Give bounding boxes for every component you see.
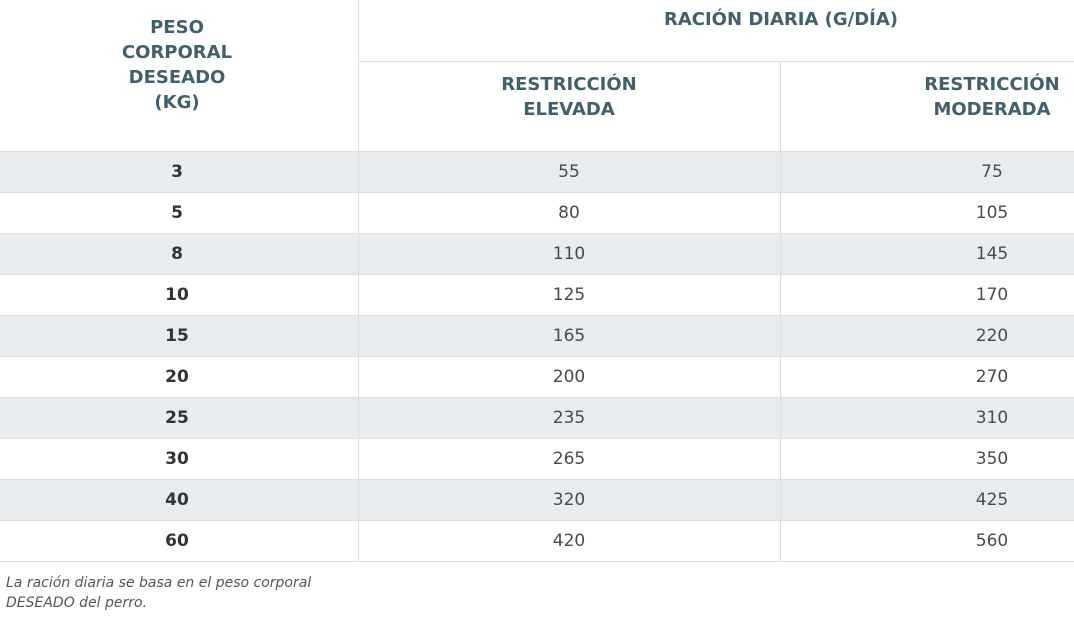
ration-cell: 270 bbox=[975, 367, 1009, 387]
row-divider bbox=[0, 192, 1074, 193]
ration-cell: 55 bbox=[558, 162, 580, 182]
weight-header: (KG) bbox=[154, 92, 200, 113]
row-divider bbox=[0, 479, 1074, 480]
ration-cell: 80 bbox=[558, 203, 580, 223]
row-background bbox=[0, 439, 1074, 480]
ration-cell: 200 bbox=[552, 367, 586, 387]
row-divider bbox=[0, 438, 1074, 439]
row-background bbox=[0, 316, 1074, 357]
row-divider bbox=[0, 356, 1074, 357]
ration-cell: 310 bbox=[975, 408, 1009, 428]
ration-cell: 170 bbox=[975, 285, 1009, 305]
row-divider bbox=[0, 561, 1074, 562]
ration-cell: 350 bbox=[975, 449, 1009, 469]
ration-cell: 125 bbox=[552, 285, 586, 305]
ration-cell: 110 bbox=[552, 244, 586, 264]
ration-cell: 560 bbox=[975, 531, 1009, 551]
row-divider bbox=[0, 274, 1074, 275]
ration-cell: 425 bbox=[975, 490, 1009, 510]
row-divider bbox=[0, 520, 1074, 521]
ration-cell: 235 bbox=[552, 408, 586, 428]
row-divider bbox=[0, 397, 1074, 398]
footnote: La ración diaria se basa en el peso corp… bbox=[6, 575, 312, 591]
weight-cell: 30 bbox=[165, 449, 189, 469]
weight-cell: 20 bbox=[165, 367, 189, 387]
ration-group-header: RACIÓN DIARIA (G/DÍA) bbox=[663, 9, 899, 30]
weight-cell: 8 bbox=[171, 244, 183, 264]
ration-cell: 420 bbox=[552, 531, 586, 551]
row-divider bbox=[0, 233, 1074, 234]
subcolumn-header: RESTRICCIÓN bbox=[924, 74, 1060, 95]
weight-cell: 60 bbox=[165, 531, 189, 551]
weight-cell: 10 bbox=[165, 285, 189, 305]
ration-cell: 145 bbox=[975, 244, 1009, 264]
weight-cell: 3 bbox=[171, 162, 183, 182]
ration-cell: 320 bbox=[552, 490, 586, 510]
row-background bbox=[0, 521, 1074, 562]
row-background bbox=[0, 152, 1074, 193]
weight-header: PESO bbox=[150, 17, 204, 38]
header-divider bbox=[0, 151, 1074, 152]
subcolumn-header: MODERADA bbox=[933, 99, 1051, 120]
row-background bbox=[0, 357, 1074, 398]
weight-header: CORPORAL bbox=[121, 42, 233, 63]
row-background bbox=[0, 275, 1074, 316]
weight-cell: 5 bbox=[171, 203, 183, 223]
ration-cell: 165 bbox=[552, 326, 586, 346]
row-background bbox=[0, 398, 1074, 439]
ration-cell: 105 bbox=[975, 203, 1009, 223]
row-background bbox=[0, 193, 1074, 234]
weight-cell: 25 bbox=[165, 408, 189, 428]
row-divider bbox=[0, 315, 1074, 316]
row-background bbox=[0, 480, 1074, 521]
ration-cell: 220 bbox=[975, 326, 1009, 346]
ration-cell: 265 bbox=[552, 449, 586, 469]
column-divider bbox=[358, 0, 359, 562]
ration-cell: 75 bbox=[981, 162, 1003, 182]
group-divider bbox=[359, 61, 1074, 62]
weight-cell: 40 bbox=[165, 490, 189, 510]
footnote: DESEADO del perro. bbox=[6, 595, 148, 611]
weight-cell: 15 bbox=[165, 326, 189, 346]
subcolumn-header: RESTRICCIÓN bbox=[501, 74, 637, 95]
weight-header: DESEADO bbox=[128, 67, 226, 88]
subcolumn-header: ELEVADA bbox=[523, 99, 615, 120]
column-divider bbox=[780, 61, 781, 562]
row-background bbox=[0, 234, 1074, 275]
